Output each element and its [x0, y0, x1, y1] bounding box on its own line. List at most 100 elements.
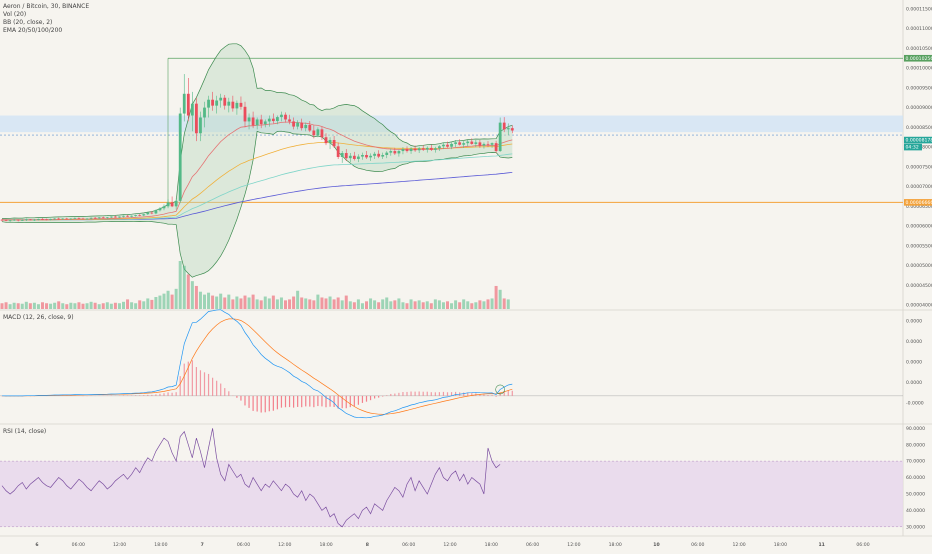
volume-bar: [499, 290, 502, 309]
volume-bar: [357, 299, 360, 309]
volume-bar: [142, 301, 145, 309]
volume-bar: [167, 291, 170, 309]
volume-bar: [381, 299, 384, 309]
candle-body: [114, 217, 117, 218]
volume-bar: [296, 291, 299, 309]
candle-body: [317, 129, 320, 135]
candle-body: [381, 155, 384, 157]
macd-title[interactable]: MACD (12, 26, close, 9): [3, 314, 74, 322]
volume-bar: [438, 300, 441, 309]
macd-histogram-bar: [281, 396, 282, 408]
macd-histogram-bar: [184, 364, 185, 396]
volume-bar: [110, 304, 113, 309]
candle-body: [393, 151, 396, 153]
candle-body: [17, 220, 20, 221]
macd-histogram-bar: [167, 392, 168, 396]
candle-body: [236, 103, 239, 109]
price-axis-tick: 0.00008500: [906, 125, 932, 131]
rsi-axis-tick: 90.0000: [906, 426, 925, 432]
candle-body: [159, 208, 162, 210]
volume-bar: [389, 301, 392, 309]
macd-histogram-bar: [496, 396, 497, 397]
rsi-axis-tick: 40.0000: [906, 508, 925, 514]
volume-bar: [333, 299, 336, 309]
rsi-title[interactable]: RSI (14, close): [3, 428, 46, 436]
volume-bar: [320, 297, 323, 309]
volume-bar: [337, 297, 340, 309]
volume-bar: [434, 299, 437, 309]
macd-histogram-bar: [261, 396, 262, 413]
volume-bar: [478, 300, 481, 309]
candle-body: [454, 142, 457, 144]
macd-histogram-bar: [455, 392, 456, 396]
macd-histogram-bar: [334, 396, 335, 407]
macd-histogram-bar: [155, 394, 156, 395]
macd-histogram-bar: [398, 393, 399, 396]
indicator-ema[interactable]: EMA 20/50/100/200: [3, 27, 89, 35]
volume-bar: [77, 302, 80, 309]
volume-bar: [57, 301, 60, 309]
volume-bar: [1, 303, 4, 309]
candle-body: [61, 219, 64, 220]
candle-body: [122, 216, 125, 217]
price-axis-tick: 0.00007500: [906, 164, 932, 170]
candle-body: [227, 102, 230, 106]
macd-histogram-bar: [293, 396, 294, 408]
symbol-title[interactable]: Aeron / Bitcoin, 30, BINANCE: [3, 3, 89, 11]
candle-body: [256, 119, 259, 125]
macd-histogram-bar: [139, 395, 140, 396]
macd-histogram-bar: [172, 393, 173, 396]
candle-body: [118, 217, 121, 218]
candle-body: [203, 108, 206, 118]
candle-body: [146, 213, 149, 215]
macd-histogram-bar: [512, 391, 513, 396]
volume-bar: [397, 298, 400, 309]
candle-body: [223, 98, 226, 106]
volume-bar: [487, 299, 490, 309]
candle-body: [511, 128, 514, 130]
candle-body: [377, 154, 380, 157]
volume-bar: [187, 274, 190, 309]
macd-histogram-bar: [423, 392, 424, 396]
candle-body: [345, 153, 348, 158]
candle-body: [179, 114, 182, 201]
macd-histogram-bar: [402, 392, 403, 396]
indicator-vol[interactable]: Vol (20): [3, 11, 89, 19]
time-axis-tick: 18:00: [774, 542, 787, 548]
candle-body: [272, 119, 275, 121]
macd-histogram-bar: [228, 391, 229, 396]
candle-body: [57, 219, 60, 220]
volume-bar: [154, 297, 157, 309]
macd-histogram-bar: [451, 392, 452, 396]
macd-histogram-bar: [346, 396, 347, 408]
candle-body: [321, 129, 324, 137]
volume-bar: [223, 297, 226, 309]
time-axis-tick: 06:00: [691, 542, 704, 548]
candle-body: [385, 153, 388, 155]
volume-bar: [442, 302, 445, 309]
volume-bar: [377, 302, 380, 309]
candle-body: [25, 219, 28, 220]
price-axis-tick: 0.00010000: [906, 66, 932, 72]
candle-body: [45, 219, 48, 220]
candle-body: [150, 213, 153, 214]
candle-body: [29, 219, 32, 220]
macd-histogram-bar: [196, 367, 197, 396]
indicator-bb[interactable]: BB (20, close, 2): [3, 19, 89, 27]
volume-bar: [183, 266, 186, 309]
candle-body: [264, 121, 267, 124]
time-axis-tick: 18:00: [154, 542, 167, 548]
time-axis-tick: 06:00: [72, 542, 85, 548]
macd-histogram-bar: [406, 392, 407, 396]
volume-bar: [316, 295, 319, 309]
volume-bar: [130, 302, 133, 309]
macd-histogram-bar: [200, 370, 201, 396]
resistance-price-label: 0.00010256: [906, 56, 932, 62]
candle-body: [195, 104, 198, 134]
candle-body: [349, 156, 352, 158]
macd-histogram-bar: [212, 378, 213, 396]
price-axis-tick: 0.00004500: [906, 283, 932, 289]
volume-bar: [13, 303, 16, 309]
candle-body: [126, 216, 129, 217]
